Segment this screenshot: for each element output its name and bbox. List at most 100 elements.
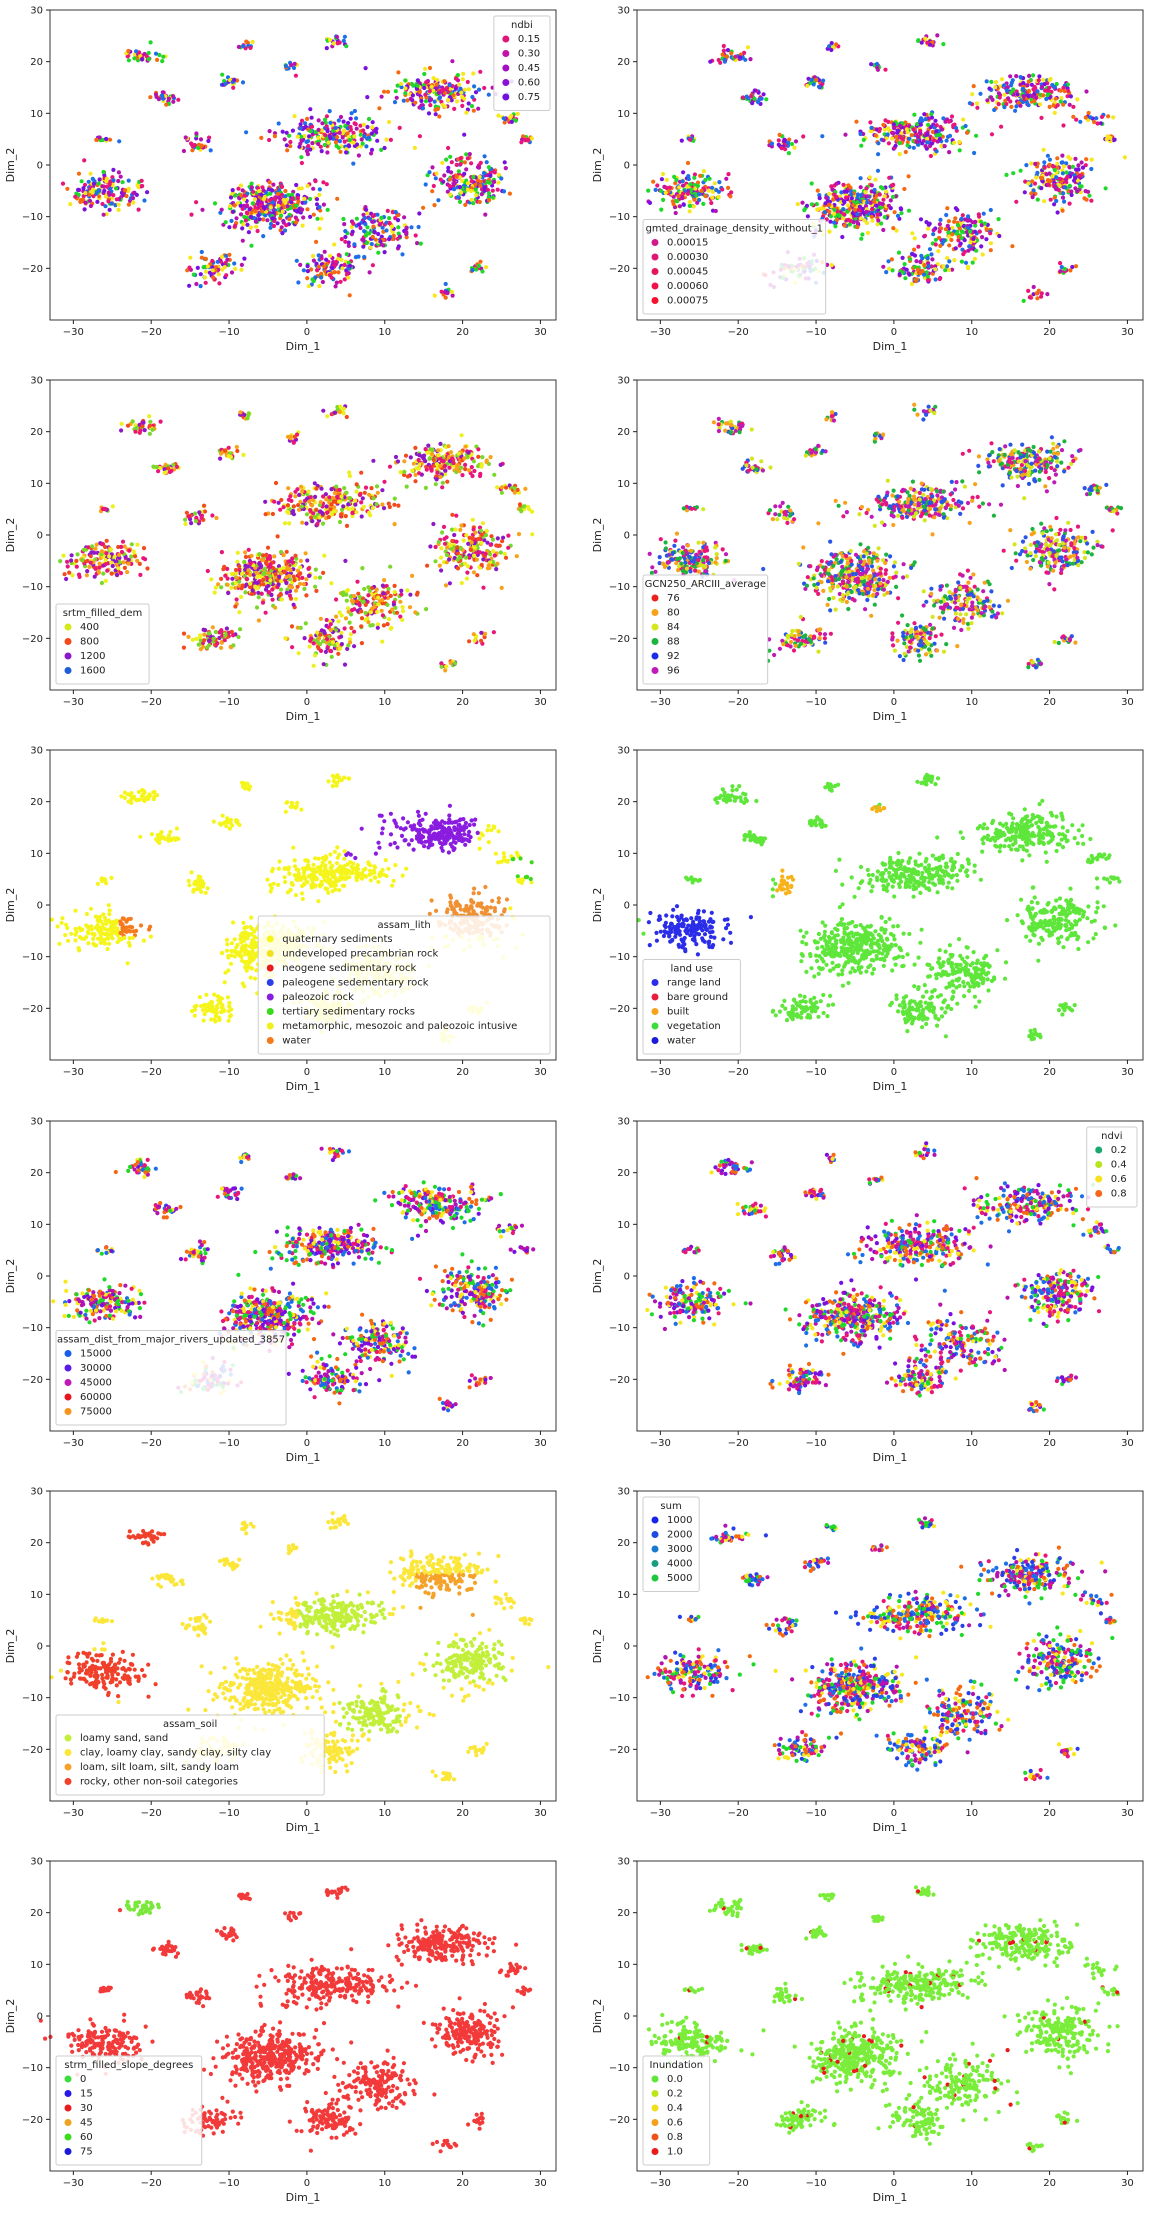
point bbox=[409, 225, 414, 230]
point bbox=[403, 78, 408, 83]
point bbox=[910, 252, 915, 257]
point bbox=[902, 186, 907, 192]
point bbox=[892, 126, 897, 131]
point bbox=[1067, 165, 1072, 170]
point bbox=[348, 632, 353, 637]
point bbox=[1052, 110, 1057, 115]
point bbox=[327, 495, 332, 500]
point bbox=[941, 116, 946, 121]
point bbox=[392, 583, 397, 588]
point bbox=[891, 194, 896, 199]
point bbox=[320, 511, 325, 516]
y-tick-label: 10 bbox=[617, 109, 630, 120]
point bbox=[961, 230, 966, 235]
point bbox=[941, 264, 946, 269]
point bbox=[288, 577, 293, 582]
point bbox=[1041, 93, 1046, 98]
point bbox=[843, 132, 848, 137]
point bbox=[326, 515, 331, 520]
point bbox=[939, 226, 944, 231]
point bbox=[288, 205, 293, 211]
point bbox=[461, 538, 466, 543]
point bbox=[284, 223, 289, 228]
point bbox=[332, 132, 337, 137]
point bbox=[305, 207, 310, 212]
point bbox=[1111, 115, 1116, 120]
point bbox=[346, 502, 351, 507]
point bbox=[244, 39, 249, 44]
point bbox=[916, 38, 921, 43]
point bbox=[402, 469, 407, 474]
point bbox=[462, 160, 467, 165]
point bbox=[380, 502, 385, 507]
point bbox=[514, 554, 519, 559]
point bbox=[160, 59, 165, 64]
x-tick-label: −10 bbox=[805, 327, 826, 338]
point bbox=[944, 138, 949, 143]
point bbox=[454, 162, 459, 167]
point bbox=[903, 149, 908, 155]
point bbox=[375, 212, 380, 217]
point bbox=[276, 121, 281, 126]
point bbox=[834, 194, 839, 199]
point bbox=[334, 614, 339, 619]
point bbox=[408, 592, 413, 597]
point bbox=[117, 552, 122, 557]
point bbox=[965, 218, 970, 223]
point bbox=[970, 92, 975, 97]
point bbox=[68, 202, 73, 207]
point bbox=[308, 495, 313, 500]
point bbox=[387, 504, 392, 510]
point bbox=[423, 92, 428, 97]
point bbox=[454, 513, 459, 518]
point bbox=[1058, 176, 1063, 181]
point bbox=[341, 119, 346, 124]
point bbox=[792, 145, 797, 150]
point bbox=[1078, 119, 1083, 124]
point bbox=[959, 216, 964, 221]
point bbox=[241, 44, 246, 49]
point bbox=[260, 600, 266, 605]
point bbox=[237, 579, 242, 584]
point bbox=[108, 547, 113, 552]
point bbox=[686, 174, 691, 179]
point bbox=[97, 135, 102, 140]
point bbox=[273, 572, 278, 577]
point bbox=[316, 141, 321, 147]
point bbox=[227, 225, 232, 230]
point bbox=[385, 595, 390, 601]
point bbox=[1079, 160, 1084, 165]
scatter-panel-2: −30 −20 −10 0 10 20 30 −20 −10 0 10 20 30 Dim_1 Dim_2 g… bbox=[587, 0, 1173, 370]
point bbox=[298, 558, 303, 563]
point bbox=[1088, 115, 1093, 120]
point bbox=[912, 247, 917, 252]
point bbox=[300, 520, 305, 525]
point bbox=[331, 508, 336, 513]
point bbox=[831, 197, 836, 202]
point bbox=[972, 150, 977, 156]
point bbox=[1029, 161, 1034, 166]
point bbox=[362, 215, 367, 221]
point bbox=[398, 614, 403, 619]
point bbox=[86, 179, 91, 184]
point bbox=[244, 576, 249, 581]
point bbox=[377, 106, 382, 111]
point bbox=[315, 216, 320, 221]
point bbox=[392, 522, 397, 527]
point bbox=[961, 117, 966, 122]
point bbox=[219, 550, 224, 555]
point bbox=[1048, 197, 1053, 202]
point bbox=[290, 197, 295, 202]
legend-marker bbox=[651, 239, 659, 246]
point bbox=[404, 230, 409, 235]
point bbox=[1047, 77, 1052, 83]
point bbox=[342, 626, 347, 631]
point bbox=[718, 60, 723, 65]
point bbox=[216, 272, 221, 277]
point bbox=[855, 221, 861, 226]
point bbox=[392, 589, 397, 595]
point bbox=[248, 225, 253, 230]
point bbox=[494, 543, 499, 548]
point bbox=[945, 223, 950, 228]
point bbox=[840, 234, 845, 240]
